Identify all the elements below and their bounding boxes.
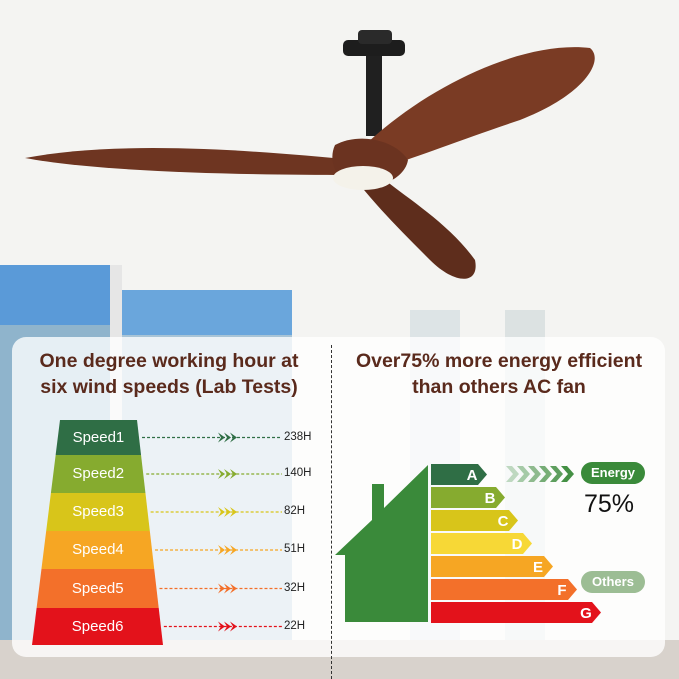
arrow-chevron-icon xyxy=(224,583,231,594)
speed-label: Speed2 xyxy=(72,465,125,482)
rating-bar-d xyxy=(431,533,532,554)
arrow-chevron-icon xyxy=(230,545,237,555)
rating-letter: F xyxy=(557,582,566,599)
working-hours-value: 238H xyxy=(284,430,312,443)
arrow-chevron-icon xyxy=(230,432,237,443)
rating-bar-c xyxy=(431,510,518,531)
speed-label: Speed1 xyxy=(72,428,125,446)
arrow-chevron-icon xyxy=(224,432,231,443)
rating-letter: B xyxy=(485,490,496,507)
speed-label: Speed5 xyxy=(71,579,124,597)
rating-letter: G xyxy=(580,605,592,622)
arrow-chevron-icon xyxy=(218,621,225,632)
arrow-chevron-icon xyxy=(224,507,231,517)
arrow-chevron-icon xyxy=(224,469,231,479)
speed-bar-4 xyxy=(41,531,155,569)
panel-divider xyxy=(331,345,332,679)
energy-percent: 75% xyxy=(584,490,635,518)
rating-letter: A xyxy=(467,467,478,484)
arrow-chevron-icon xyxy=(224,545,231,555)
speed-label: Speed6 xyxy=(71,617,124,635)
arrow-chevron-icon xyxy=(218,507,225,517)
heading-line: Over75% more energy efficient xyxy=(355,350,643,372)
rating-bar-e xyxy=(431,556,553,577)
rating-bar-f xyxy=(431,579,577,600)
speed-label: Speed4 xyxy=(72,541,124,558)
chevron-right-icon xyxy=(550,466,563,482)
speed-label: Speed3 xyxy=(72,503,124,520)
speed-bar-3 xyxy=(46,493,150,531)
speed-bar-1 xyxy=(55,420,142,455)
working-hours-value: 32H xyxy=(284,581,306,594)
heading-line: than others AC fan xyxy=(412,376,586,398)
arrow-chevron-icon xyxy=(218,432,225,443)
arrow-chevron-icon xyxy=(230,507,237,517)
working-hours-value: 140H xyxy=(284,467,312,479)
rating-letter: E xyxy=(533,559,543,576)
chevron-right-icon xyxy=(561,466,574,482)
rating-letter: D xyxy=(512,536,523,553)
rating-bar-g xyxy=(431,602,601,623)
rating-letter: C xyxy=(498,513,509,530)
working-hours-value: 22H xyxy=(284,619,306,632)
house-icon xyxy=(335,465,428,622)
arrow-chevron-icon xyxy=(218,583,225,594)
chevron-right-icon xyxy=(506,466,519,482)
rating-bar-a xyxy=(431,464,487,485)
arrow-chevron-icon xyxy=(230,469,237,479)
rating-bar-b xyxy=(431,487,505,508)
speed-bar-5 xyxy=(36,569,159,608)
energy-badge: Energy xyxy=(581,462,645,484)
speed-bar-2 xyxy=(50,455,146,493)
arrow-chevron-icon xyxy=(224,621,231,632)
energy-heading: Over75% more energy efficient than other… xyxy=(334,348,664,400)
arrow-chevron-icon xyxy=(230,583,237,594)
working-hours-value: 51H xyxy=(284,543,306,555)
speed-bar-6 xyxy=(32,608,163,645)
arrow-chevron-icon xyxy=(218,469,225,479)
chevron-right-icon xyxy=(517,466,530,482)
working-hours-value: 82H xyxy=(284,505,306,517)
others-badge: Others xyxy=(581,571,645,593)
chevron-right-icon xyxy=(539,466,552,482)
arrow-chevron-icon xyxy=(230,621,237,632)
heading-line: One degree working hour at xyxy=(39,350,299,372)
arrow-chevron-icon xyxy=(218,545,225,555)
chevron-right-icon xyxy=(528,466,541,482)
working-hours-heading: One degree working hour at six wind spee… xyxy=(14,348,324,400)
heading-line: six wind speeds (Lab Tests) xyxy=(40,376,298,398)
ceiling-fan xyxy=(25,30,595,279)
